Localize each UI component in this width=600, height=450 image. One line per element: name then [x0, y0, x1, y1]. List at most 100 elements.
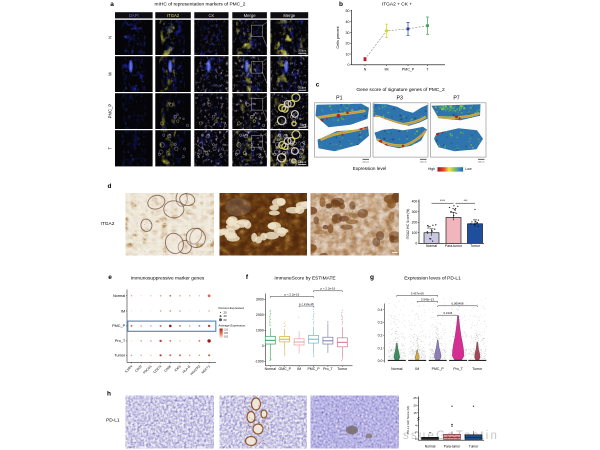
- svg-text:High: High: [428, 167, 435, 171]
- svg-text:ImmuneScore by ESTIMATE: ImmuneScore by ESTIMATE: [274, 276, 335, 282]
- svg-text:20: 20: [346, 42, 350, 46]
- svg-text:Tumor: Tumor: [469, 445, 479, 449]
- svg-text:0.4: 0.4: [378, 308, 383, 312]
- svg-text:Gene score of signature genes: Gene score of signature genes of PMC_2: [356, 87, 445, 93]
- svg-text:Merge: Merge: [244, 13, 257, 18]
- svg-text:40: 40: [346, 20, 350, 24]
- svg-text:10: 10: [346, 52, 350, 56]
- svg-text:200 μm: 200 μm: [362, 161, 369, 163]
- svg-text:3.437e-09: 3.437e-09: [411, 291, 424, 295]
- svg-text:PMC_P: PMC_P: [108, 104, 113, 119]
- svg-text:Pro_T: Pro_T: [115, 339, 126, 343]
- svg-text:0: 0: [415, 437, 417, 441]
- svg-text:2: 2: [415, 430, 417, 434]
- svg-text:Para-tumor: Para-tumor: [444, 445, 461, 449]
- svg-text:p < 2.2e-16: p < 2.2e-16: [299, 302, 314, 306]
- svg-text:3000: 3000: [256, 298, 264, 302]
- svg-text:p < 2.2e-16: p < 2.2e-16: [321, 287, 336, 291]
- svg-text:100: 100: [412, 231, 418, 235]
- svg-text:f: f: [246, 274, 249, 281]
- svg-text:3.943e-13: 3.943e-13: [421, 297, 434, 301]
- svg-text:Tumor: Tumor: [472, 367, 483, 371]
- svg-text:ITGA2: ITGA2: [167, 13, 180, 18]
- svg-text:25: 25: [413, 396, 417, 400]
- svg-text:Normal: Normal: [425, 445, 436, 449]
- svg-text:30: 30: [346, 31, 350, 35]
- svg-text:PD-L1 IHC Score (%): PD-L1 IHC Score (%): [406, 406, 410, 435]
- svg-text:200μm: 200μm: [298, 86, 306, 90]
- svg-text:IM: IM: [385, 68, 389, 72]
- svg-text:N: N: [364, 68, 367, 72]
- svg-text:T: T: [108, 147, 113, 150]
- svg-text:Normal: Normal: [265, 367, 277, 371]
- svg-text:1.0: 1.0: [224, 328, 228, 332]
- svg-text:PMC_P: PMC_P: [432, 367, 445, 371]
- svg-text:Normal: Normal: [113, 294, 125, 298]
- svg-text:h: h: [107, 391, 111, 398]
- svg-text:PDCD1: PDCD1: [142, 364, 153, 375]
- svg-text:P7: P7: [453, 96, 459, 102]
- svg-text:HAVCR2: HAVCR2: [189, 364, 201, 376]
- svg-text:0.0: 0.0: [224, 335, 228, 339]
- svg-text:Expression leves of PD-L1: Expression leves of PD-L1: [404, 276, 461, 282]
- svg-text:Expression level: Expression level: [353, 166, 386, 171]
- svg-text:T: T: [426, 68, 429, 72]
- svg-text:Normal: Normal: [391, 367, 403, 371]
- svg-text:0.2134: 0.2134: [443, 311, 452, 315]
- svg-text:0.3: 0.3: [378, 321, 383, 325]
- svg-text:200: 200: [412, 220, 418, 224]
- svg-text:Tumor: Tumor: [114, 354, 126, 358]
- svg-text:60: 60: [224, 318, 228, 322]
- svg-text:IL1RN: IL1RN: [124, 364, 134, 374]
- svg-text:P3: P3: [397, 96, 403, 102]
- svg-text:Average Expression: Average Expression: [219, 324, 246, 328]
- svg-text:****: ****: [440, 199, 446, 203]
- svg-text:0: 0: [415, 242, 417, 246]
- svg-text:300: 300: [412, 210, 418, 214]
- svg-text:400: 400: [412, 199, 418, 203]
- svg-text:ITGA2 IHC Score (%): ITGA2 IHC Score (%): [406, 209, 410, 240]
- svg-text:M: M: [108, 72, 113, 76]
- svg-text:c: c: [316, 82, 320, 89]
- svg-text:d: d: [108, 183, 112, 190]
- svg-text:N: N: [108, 36, 113, 39]
- svg-text:40: 40: [224, 314, 228, 318]
- svg-text:200 μm: 200 μm: [420, 161, 427, 163]
- svg-text:15: 15: [413, 411, 417, 415]
- svg-text:0.1: 0.1: [378, 346, 383, 350]
- svg-text:Immunosuppressive marker genes: Immunosuppressive marker genes: [131, 276, 205, 282]
- svg-text:200μm: 200μm: [298, 49, 306, 53]
- svg-text:IM: IM: [121, 309, 125, 313]
- svg-text:Pro_T: Pro_T: [453, 367, 463, 371]
- svg-text:PMC_P: PMC_P: [112, 324, 126, 328]
- svg-text:IDO1: IDO1: [174, 364, 182, 372]
- svg-text:200 μm: 200 μm: [478, 161, 485, 163]
- svg-text:0: 0: [262, 344, 264, 348]
- svg-text:HLA-G: HLA-G: [182, 364, 192, 374]
- svg-text:Low: Low: [465, 167, 472, 171]
- svg-text:Tumor: Tumor: [337, 367, 348, 371]
- svg-text:DAPI: DAPI: [129, 13, 139, 18]
- svg-text:4: 4: [415, 423, 417, 427]
- svg-text:0.000408: 0.000408: [451, 302, 463, 306]
- svg-text:2000: 2000: [256, 313, 264, 317]
- svg-text:Cells percent: Cells percent: [336, 25, 340, 48]
- svg-text:Para-tumor: Para-tumor: [445, 244, 463, 248]
- svg-text:50μm: 50μm: [300, 160, 307, 164]
- svg-text:20: 20: [224, 311, 228, 315]
- svg-text:50μm: 50μm: [300, 123, 307, 127]
- svg-text:PD-L1: PD-L1: [106, 418, 120, 424]
- svg-text:IM: IM: [415, 367, 419, 371]
- svg-text:0: 0: [348, 63, 350, 67]
- svg-text:GMC_P: GMC_P: [278, 367, 291, 371]
- svg-text:b: b: [339, 1, 343, 8]
- svg-text:Percent Expressed: Percent Expressed: [219, 306, 245, 310]
- svg-text:1000: 1000: [256, 329, 264, 333]
- svg-text:Normal: Normal: [426, 244, 437, 248]
- svg-text:IM: IM: [297, 367, 301, 371]
- svg-text:NECT1: NECT1: [201, 364, 211, 374]
- svg-text:P1: P1: [336, 96, 342, 102]
- svg-text:CD274: CD274: [152, 364, 162, 374]
- svg-text:e: e: [108, 274, 112, 281]
- svg-text:0.2: 0.2: [378, 333, 383, 337]
